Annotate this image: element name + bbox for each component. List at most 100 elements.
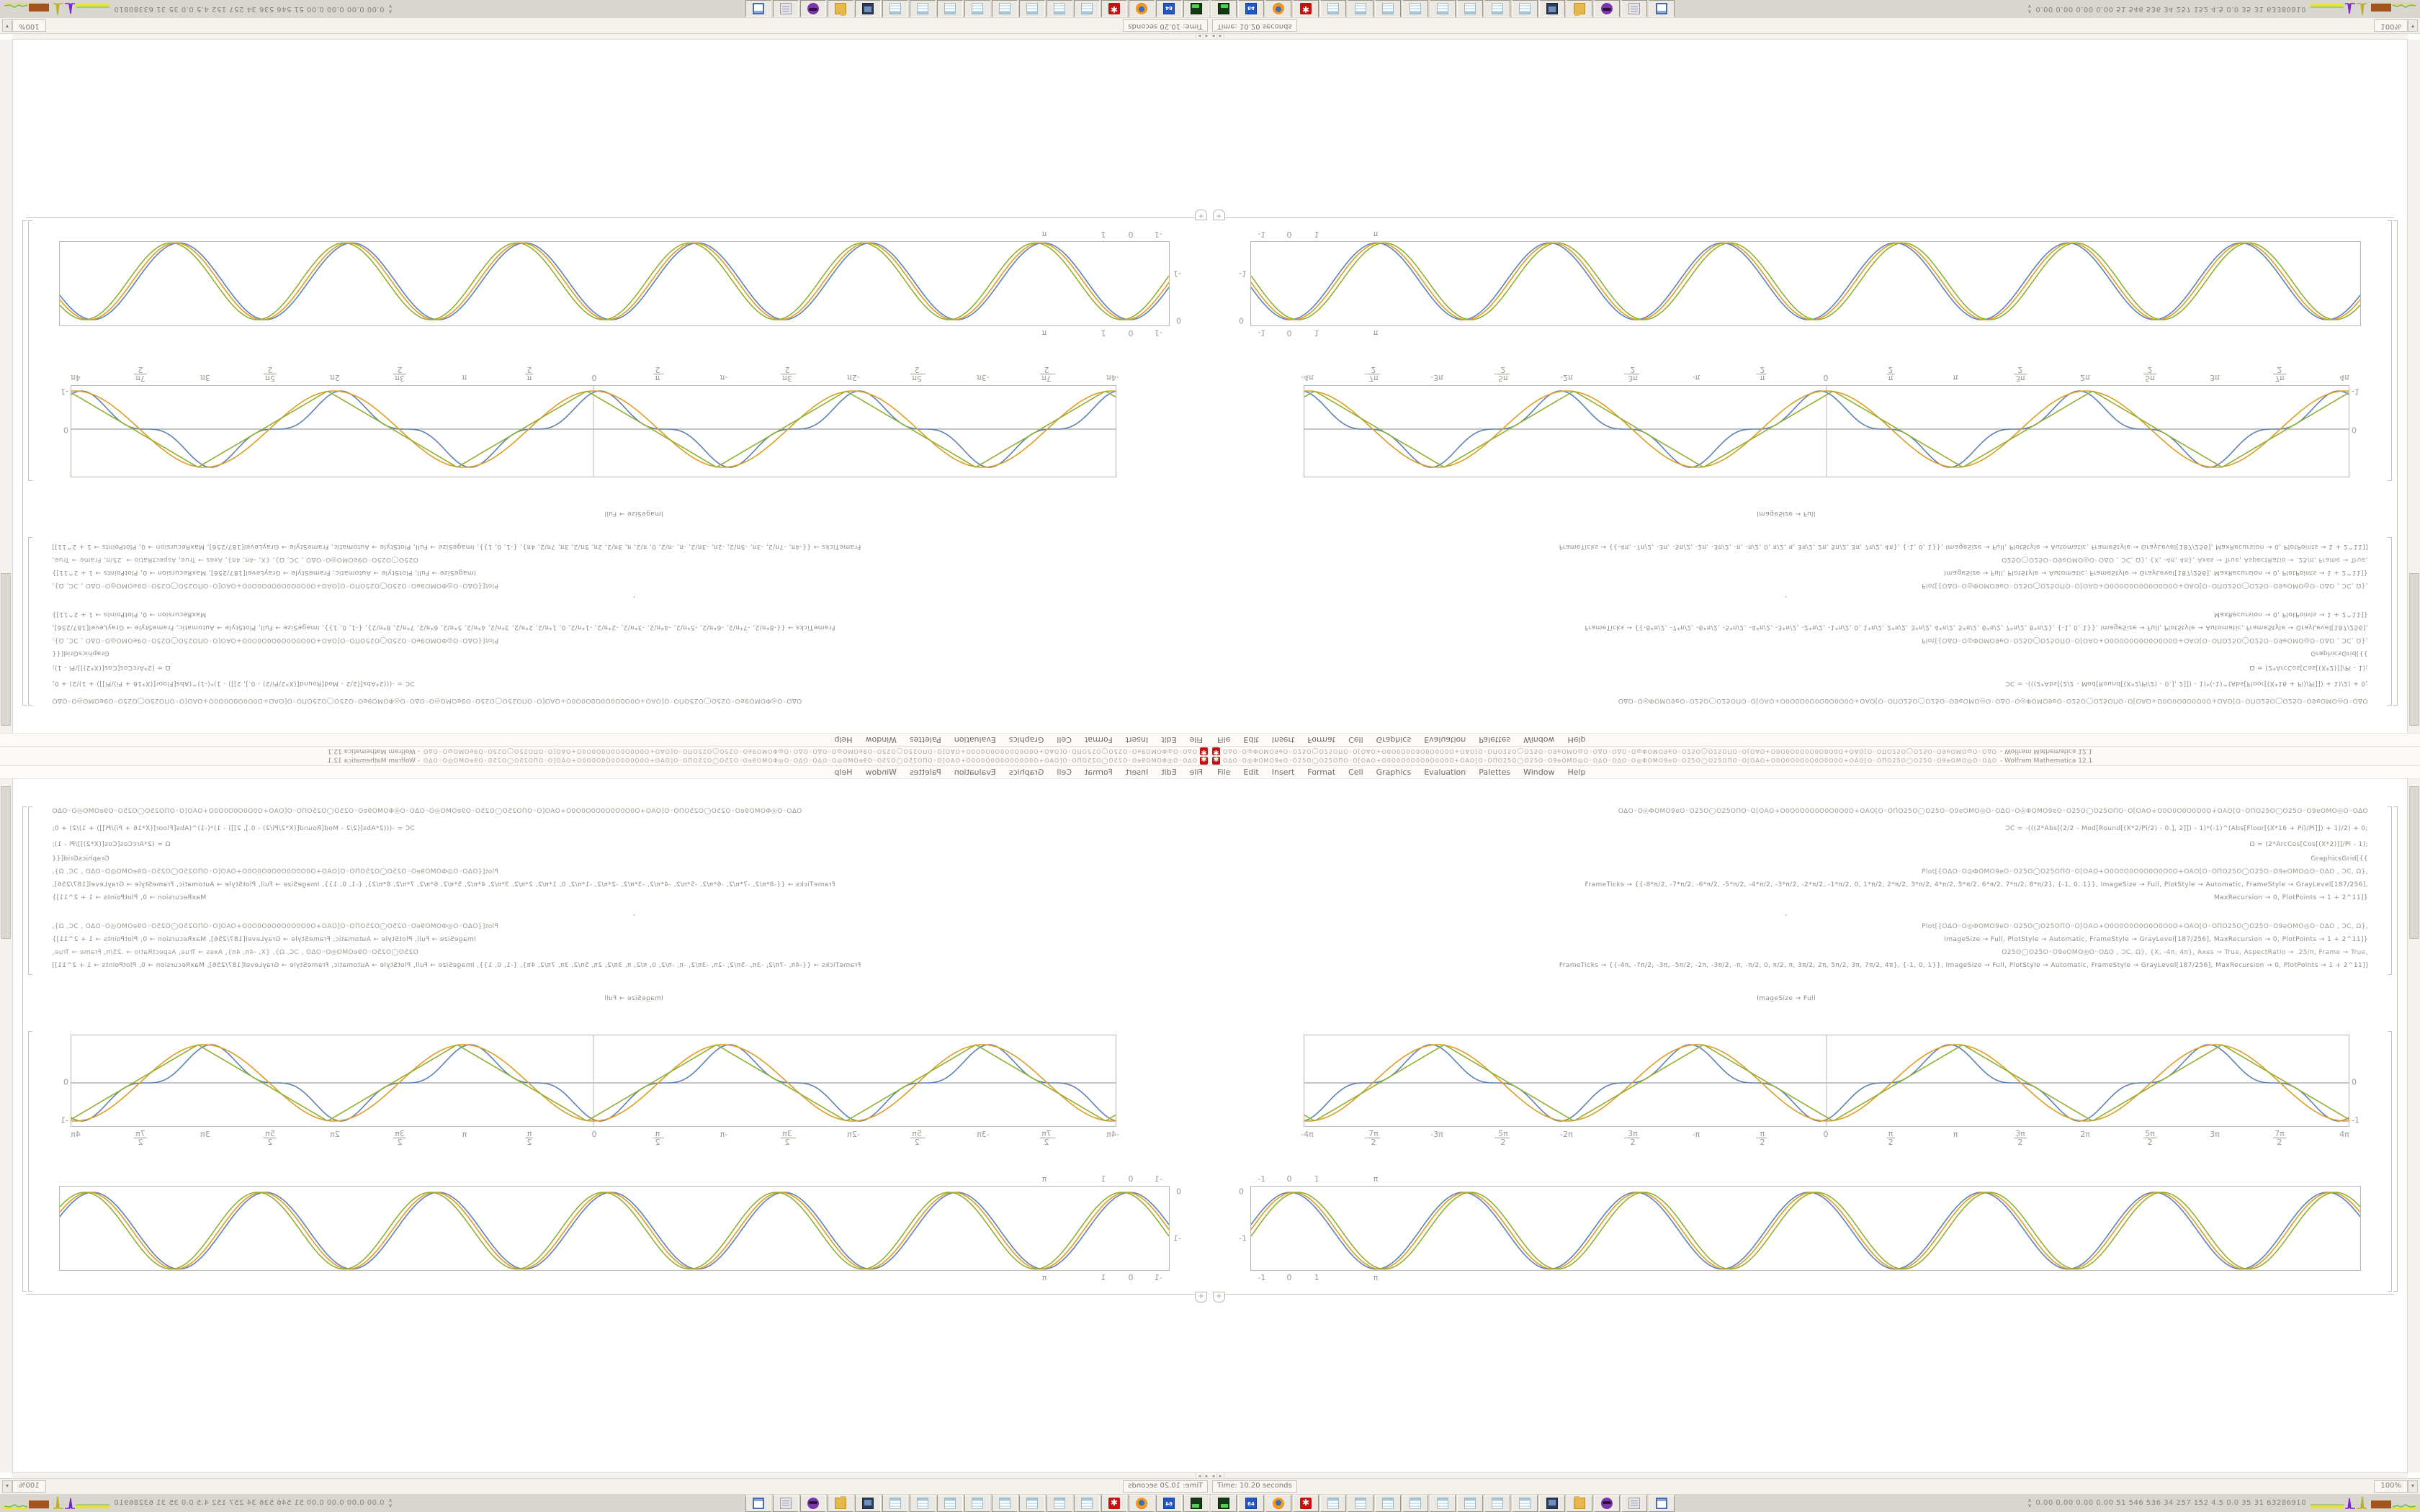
code-line[interactable]: Plot[{Ο∆Ο◦Ο◎ΦΟΜΟ9eΟ◦Ο25Ο◯Ο25ΟΠΟ◦Ο[ΟΑΟ+Ο0… <box>1922 582 2368 589</box>
taskbar-button-window[interactable] <box>745 0 771 18</box>
taskbar-button-note[interactable] <box>1512 1494 1538 1512</box>
code-line[interactable]: GraphicsGrid[{{ <box>52 855 109 863</box>
menu-item-edit[interactable]: Edit <box>1161 735 1177 744</box>
taskbar-button-firefox[interactable] <box>1129 0 1155 18</box>
code-line[interactable]: MaxRecursion → 0, PlotPoints → 1 + 2^11]… <box>52 894 207 901</box>
taskbar-button-note[interactable] <box>882 0 908 18</box>
taskbar-button-purple[interactable] <box>800 1494 826 1512</box>
output-cell-bracket[interactable] <box>2388 1031 2392 1292</box>
taskbar-button-folder[interactable] <box>1567 0 1592 18</box>
menu-item-palettes[interactable]: Palettes <box>909 735 941 744</box>
cell-insertion-bar[interactable]: + <box>26 1292 1207 1302</box>
code-line[interactable]: ImageSize → Full, PlotStyle → Automatic,… <box>52 936 476 943</box>
taskbar-button-monitor[interactable] <box>855 1494 881 1512</box>
code-line[interactable]: GraphicsGrid[{{ <box>2311 855 2368 863</box>
code-line[interactable]: Ο∆Ο◦Ο◎ΦΟΜΟ9eΟ◦Ο25Ο◯Ο25ΟΠΟ◦Ο[ΟΑΟ+Ο0Ο0Ο0Ο0… <box>52 697 802 704</box>
taskbar-button-gdevice[interactable] <box>1183 1494 1209 1512</box>
taskbar-button-firefox[interactable] <box>1265 0 1291 18</box>
taskbar-button-note[interactable] <box>1402 1494 1428 1512</box>
taskbar-button-note[interactable] <box>964 0 990 18</box>
magnification-value[interactable]: 100% <box>12 19 46 32</box>
taskbar-button-note[interactable] <box>1074 1494 1100 1512</box>
menu-item-file[interactable]: File <box>1189 768 1203 777</box>
menu-item-graphics[interactable]: Graphics <box>1008 735 1044 744</box>
taskbar-button-note[interactable] <box>1320 1494 1346 1512</box>
p1-plot-frame[interactable] <box>71 385 1116 477</box>
magnification-value[interactable]: 100% <box>2374 19 2408 32</box>
vertical-scrollbar[interactable] <box>0 779 13 1472</box>
menu-item-insert[interactable]: Insert <box>1271 735 1295 744</box>
taskbar-button-monitor[interactable] <box>1539 0 1565 18</box>
output-cell-bracket[interactable] <box>2388 220 2392 481</box>
menu-item-insert[interactable]: Insert <box>1125 735 1149 744</box>
taskbar-button-note[interactable] <box>937 1494 963 1512</box>
p1-plot-frame[interactable] <box>1304 1035 2349 1127</box>
code-line[interactable]: ImageSize → Full, PlotStyle → Automatic,… <box>52 569 476 576</box>
insert-cell-plus-icon[interactable]: + <box>1213 1292 1225 1302</box>
code-line[interactable]: , <box>632 910 635 917</box>
code-line[interactable]: GraphicsGrid[{{ <box>2311 649 2368 657</box>
code-line[interactable]: , <box>1785 910 1788 917</box>
taskbar-button-note[interactable] <box>964 1494 990 1512</box>
taskbar-button-note[interactable] <box>992 1494 1018 1512</box>
menu-item-cell[interactable]: Cell <box>1348 768 1363 777</box>
code-line[interactable]: GraphicsGrid[{{ <box>52 649 109 657</box>
menu-item-insert[interactable]: Insert <box>1271 768 1295 777</box>
notebook-area[interactable]: + Ο∆Ο◦Ο◎ΦΟΜΟ9eΟ◦Ο25Ο◯Ο25ΟΠΟ◦Ο[ΟΑΟ+Ο0Ο0Ο0… <box>12 779 1210 1472</box>
code-line[interactable]: ImageSize → Full, PlotStyle → Automatic,… <box>1944 936 2368 943</box>
tray-collapse-chevron-icon[interactable]: ∧ ∨ <box>2027 1497 2032 1508</box>
taskbar-button-folder[interactable] <box>1567 1494 1592 1512</box>
horizontal-scrollbar[interactable]: ◂ ▸ <box>12 33 1210 40</box>
menu-item-help[interactable]: Help <box>834 768 853 777</box>
taskbar-button-gdevice[interactable] <box>1183 0 1209 18</box>
window-titlebar[interactable]: ✱ Ο∆Ο◦Ο◎ΦΟΜΟ9eΟ◦Ο25Ο◯Ο25ΟΠΟ◦Ο[ΟΑΟ+Ο0Ο0Ο0… <box>0 746 1210 756</box>
code-line[interactable]: FrameTicks → {{-8*π/2, -7*π/2, -6*π/2, -… <box>52 624 835 631</box>
magnification-dropdown-caret-icon[interactable]: ▾ <box>2 1480 12 1493</box>
p1-plot-frame[interactable] <box>1304 385 2349 477</box>
taskbar-button-note[interactable] <box>992 0 1018 18</box>
code-line[interactable]: FrameTicks → {{-8*π/2, -7*π/2, -6*π/2, -… <box>1585 624 2368 631</box>
taskbar-button-mma[interactable]: ✱ <box>1101 0 1127 18</box>
taskbar-button-note[interactable] <box>937 0 963 18</box>
code-line[interactable]: FrameTicks → {{-4π, -7π/2, -3π, -5π/2, -… <box>1559 962 2368 969</box>
notebook-area[interactable]: + Ο∆Ο◦Ο◎ΦΟΜΟ9eΟ◦Ο25Ο◯Ο25ΟΠΟ◦Ο[ΟΑΟ+Ο0Ο0Ο0… <box>1210 779 2408 1472</box>
cell-insertion-bar[interactable]: + <box>1213 210 2394 220</box>
code-line[interactable]: ImageSize → Full <box>604 995 663 1002</box>
taskbar-button-note[interactable] <box>1457 1494 1483 1512</box>
taskbar-button-note[interactable] <box>1348 1494 1373 1512</box>
insert-cell-plus-icon[interactable]: + <box>1213 210 1225 220</box>
taskbar-button-window[interactable] <box>1649 1494 1675 1512</box>
menu-item-format[interactable]: Format <box>1084 735 1113 744</box>
output-cell-bracket[interactable] <box>28 220 32 481</box>
menu-item-window[interactable]: Window <box>865 735 897 744</box>
taskbar-button-note[interactable] <box>1047 1494 1072 1512</box>
insert-cell-plus-icon[interactable]: + <box>1195 210 1207 220</box>
scroll-left-icon[interactable]: ◂ <box>1210 33 1217 39</box>
taskbar-button-purple[interactable] <box>1594 1494 1620 1512</box>
menu-item-file[interactable]: File <box>1189 735 1203 744</box>
menu-item-window[interactable]: Window <box>1523 735 1555 744</box>
menu-item-edit[interactable]: Edit <box>1243 768 1259 777</box>
horizontal-scrollbar[interactable]: ◂ ▸ <box>1210 1472 2408 1479</box>
input-cell-bracket[interactable] <box>28 537 32 706</box>
taskbar-button-gdevice[interactable] <box>1211 1494 1237 1512</box>
menu-item-insert[interactable]: Insert <box>1125 768 1149 777</box>
code-line[interactable]: , <box>1785 595 1788 602</box>
cell-insertion-bar[interactable]: + <box>26 210 1207 220</box>
taskbar-button-scroll[interactable] <box>773 0 799 18</box>
menu-item-graphics[interactable]: Graphics <box>1376 735 1412 744</box>
vertical-scrollbar-thumb[interactable] <box>1 573 11 726</box>
code-line[interactable]: ƆC = -(((2*Abs[(2/2 - Mod[Round[(X*2/Pi/… <box>52 825 415 832</box>
magnification-value[interactable]: 100% <box>12 1480 46 1493</box>
taskbar-button-window[interactable] <box>1649 0 1675 18</box>
scroll-right-icon[interactable]: ▸ <box>1196 33 1203 39</box>
menu-item-evaluation[interactable]: Evaluation <box>1424 768 1466 777</box>
code-line[interactable]: ImageSize → Full <box>1757 995 1816 1002</box>
notebook-area[interactable]: + Ο∆Ο◦Ο◎ΦΟΜΟ9eΟ◦Ο25Ο◯Ο25ΟΠΟ◦Ο[ΟΑΟ+Ο0Ο0Ο0… <box>1210 40 2408 733</box>
taskbar-button-floppy64[interactable]: 64 <box>1238 0 1264 18</box>
magnification-dropdown-caret-icon[interactable]: ▾ <box>2408 19 2418 32</box>
cell-group-bracket[interactable] <box>2393 220 2398 706</box>
taskbar-button-note[interactable] <box>1512 0 1538 18</box>
menu-item-window[interactable]: Window <box>1523 768 1555 777</box>
taskbar-button-note[interactable] <box>1430 0 1456 18</box>
